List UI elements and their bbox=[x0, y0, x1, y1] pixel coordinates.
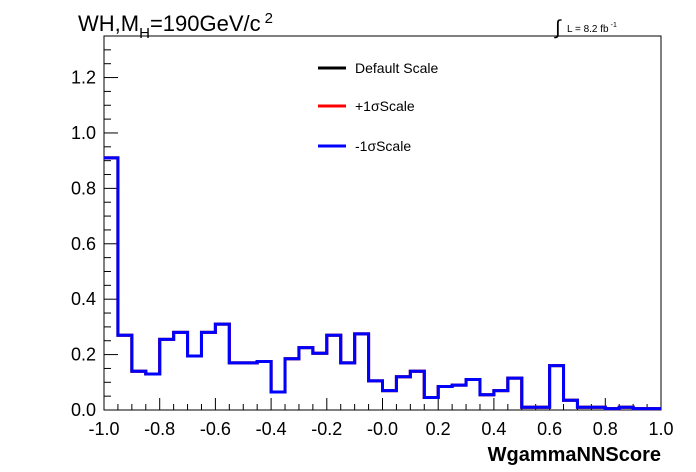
lumi-text: L = 8.2 fb bbox=[567, 24, 609, 35]
lumi-integral-sign: ∫ bbox=[554, 17, 562, 39]
title-superscript: 2 bbox=[265, 10, 273, 27]
legend: Default Scale +1σScale -1σScale bbox=[318, 60, 438, 154]
x-tick-label: -0.8 bbox=[144, 419, 175, 439]
lumi-exponent: -1 bbox=[611, 22, 617, 29]
title-main: WH,M bbox=[78, 11, 139, 36]
title-subscript: H bbox=[139, 25, 150, 42]
legend-label-minus1sigma: -1σScale bbox=[355, 138, 411, 154]
y-tick-label: 0.4 bbox=[71, 289, 96, 309]
x-tick-label: -1.0 bbox=[88, 419, 119, 439]
y-tick-label: 0.2 bbox=[71, 345, 96, 365]
x-tick-label: 1.0 bbox=[648, 419, 673, 439]
legend-label-default: Default Scale bbox=[355, 60, 438, 76]
x-axis: -1.0 -0.8 -0.6 -0.4 -0.2 -0.0 0.2 0.4 0.6 0.8 1.0 bbox=[88, 398, 674, 439]
series-line-1 bbox=[104, 156, 661, 411]
legend-label-plus1sigma: +1σScale bbox=[355, 98, 415, 114]
x-tick-label: 0.6 bbox=[537, 419, 562, 439]
series-layer bbox=[104, 156, 661, 411]
title-rest: =190GeV/c bbox=[150, 11, 261, 36]
x-tick-label: -0.6 bbox=[200, 419, 231, 439]
lumi-label: L = 8.2 fb -1 bbox=[567, 22, 617, 35]
series-line-0 bbox=[104, 156, 661, 411]
y-tick-label: 1.2 bbox=[71, 68, 96, 88]
y-tick-label: 0.0 bbox=[71, 400, 96, 420]
x-tick-label: -0.2 bbox=[311, 419, 342, 439]
x-tick-label: -0.4 bbox=[256, 419, 287, 439]
x-axis-label: WgammaNNScore bbox=[488, 444, 661, 466]
x-tick-label: 0.8 bbox=[593, 419, 618, 439]
chart-title: WH,MH=190GeV/c 2 bbox=[78, 10, 273, 42]
y-tick-label: 0.6 bbox=[71, 234, 96, 254]
x-tick-label: 0.4 bbox=[481, 419, 506, 439]
series-line-2 bbox=[104, 156, 661, 411]
y-tick-label: 1.0 bbox=[71, 123, 96, 143]
y-axis: 0.0 0.2 0.4 0.6 0.8 1.0 1.2 bbox=[71, 35, 118, 420]
x-tick-label: -0.0 bbox=[367, 419, 398, 439]
y-tick-label: 0.8 bbox=[71, 178, 96, 198]
x-tick-label: 0.2 bbox=[426, 419, 451, 439]
